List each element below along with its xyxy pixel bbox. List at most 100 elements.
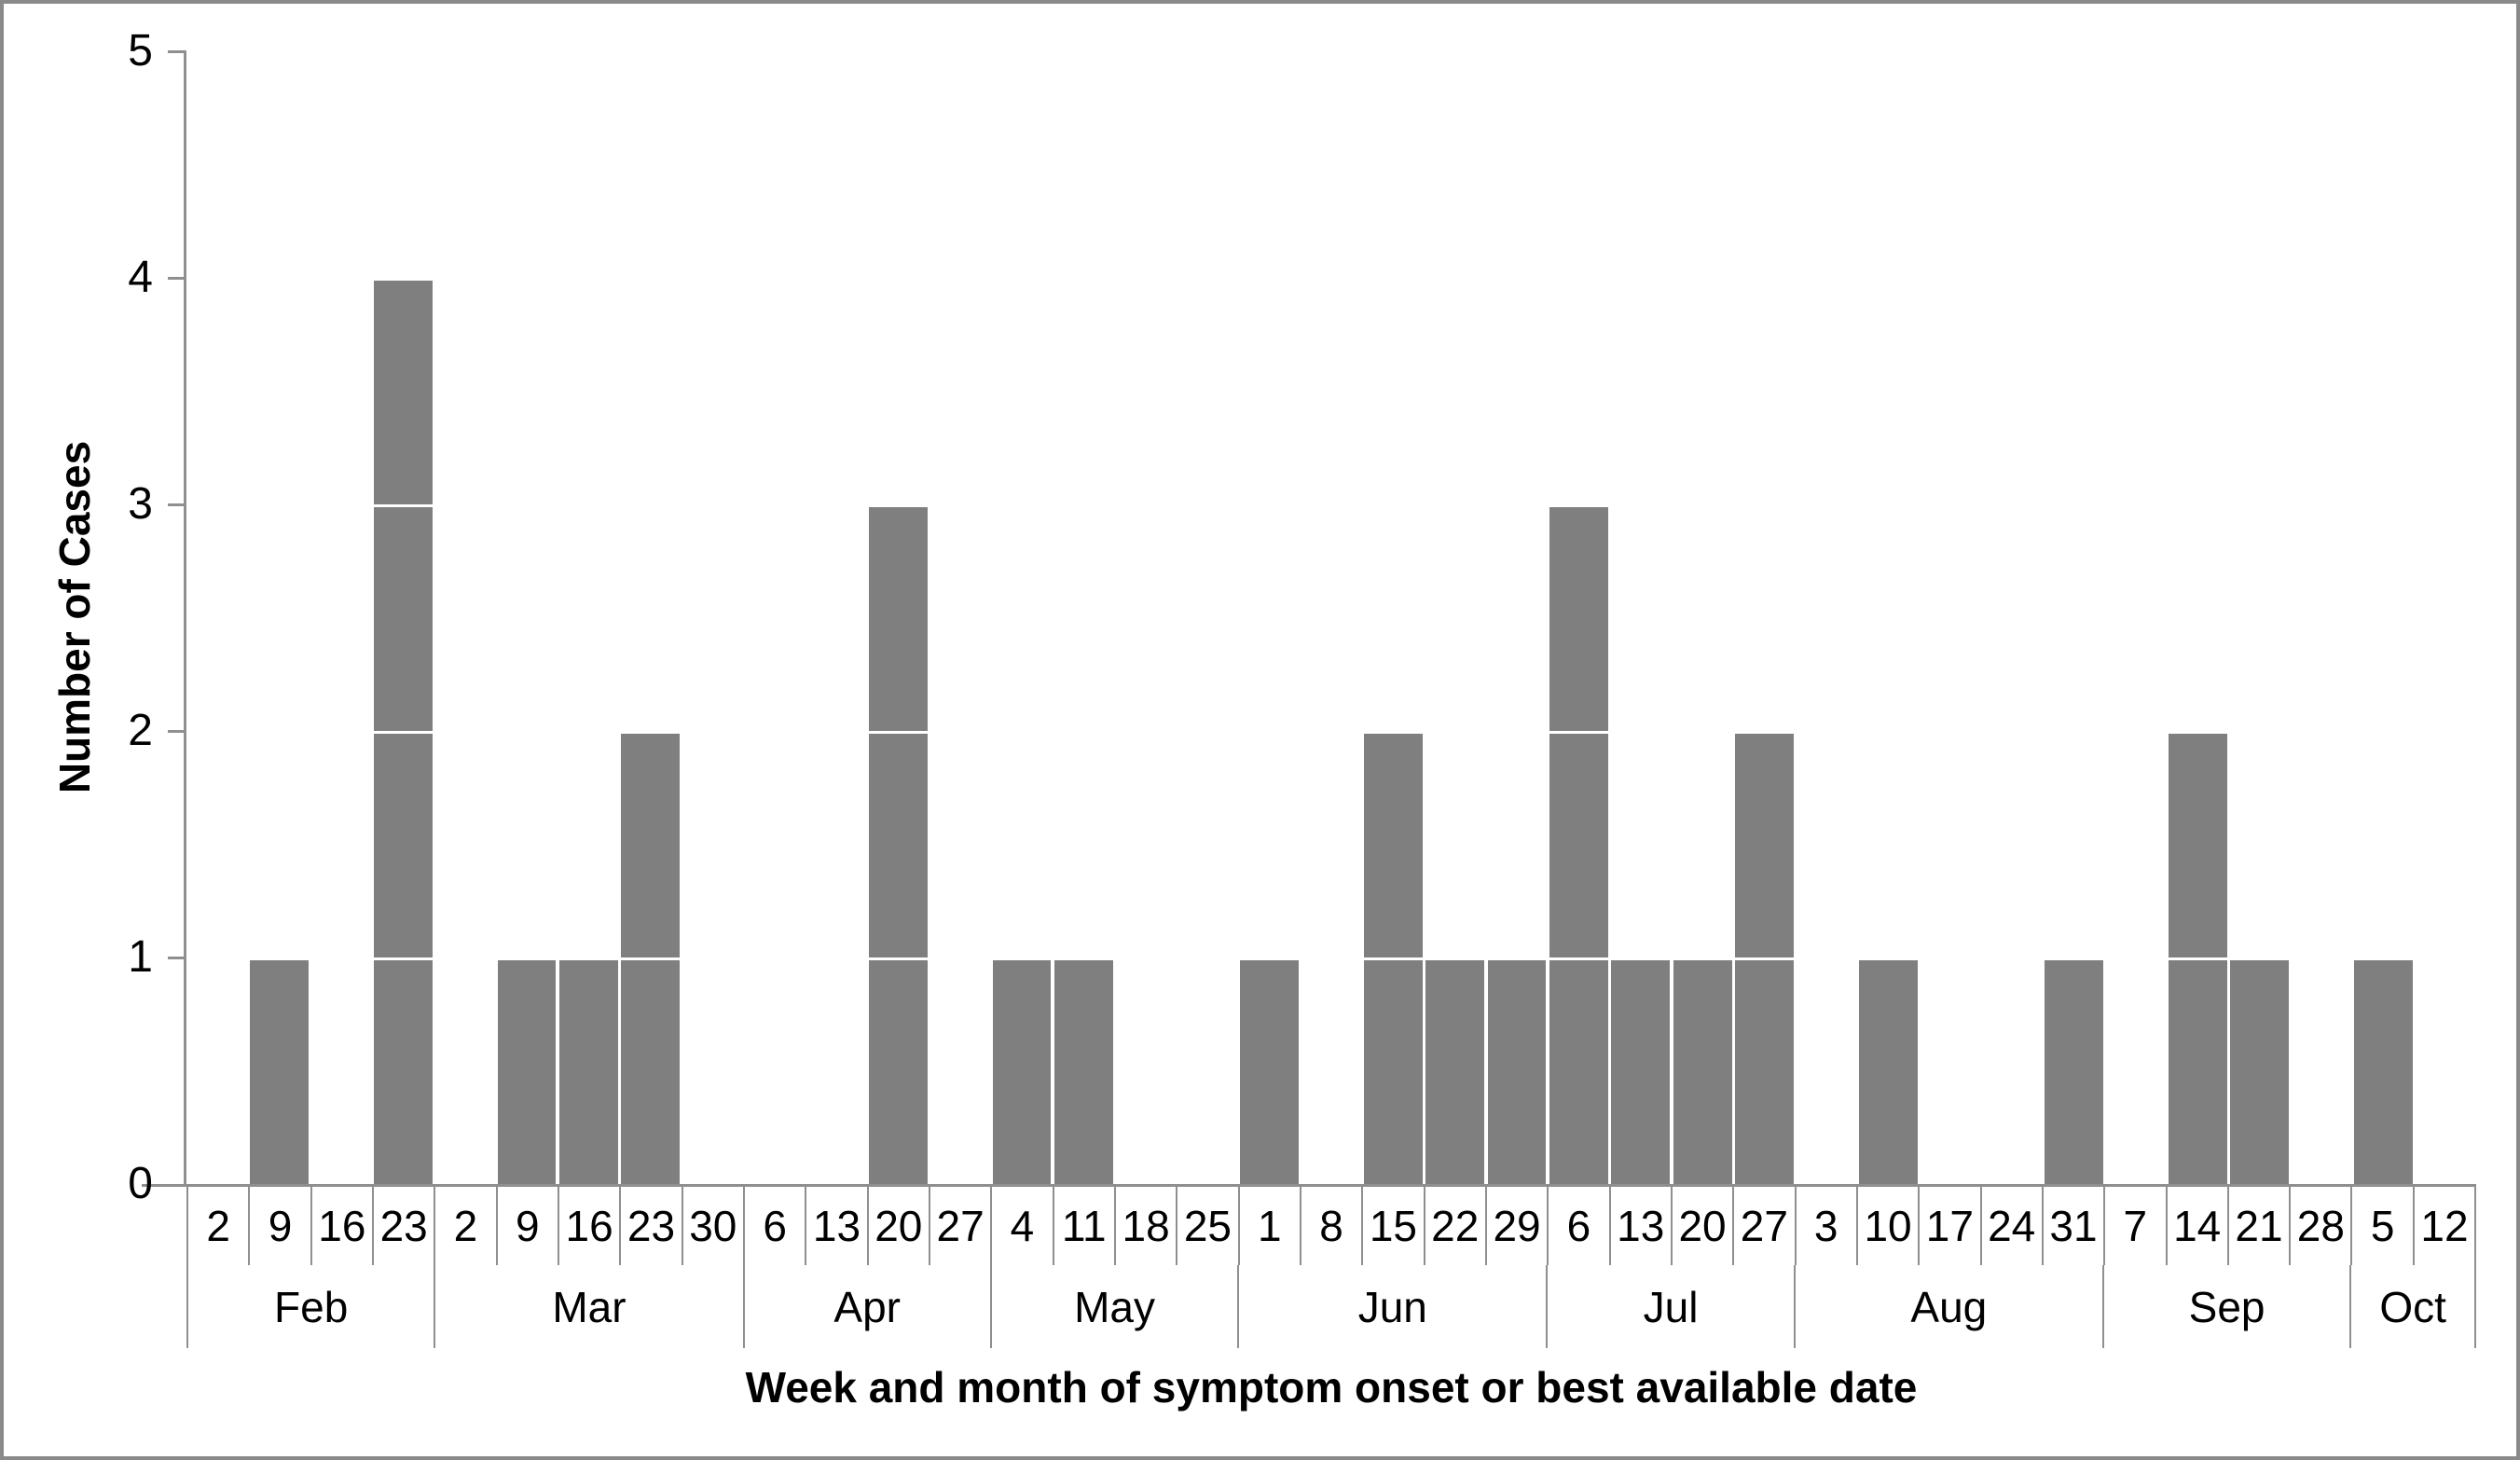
bar bbox=[621, 734, 681, 1184]
week-label: 25 bbox=[1177, 1187, 1240, 1265]
bar-unit bbox=[373, 281, 433, 504]
bar-unit bbox=[1735, 734, 1794, 957]
week-label: 14 bbox=[2168, 1187, 2229, 1265]
week-label: 2 bbox=[435, 1187, 498, 1265]
week-label: 13 bbox=[1611, 1187, 1673, 1265]
plot-area bbox=[186, 50, 2476, 1184]
bar bbox=[1673, 960, 1732, 1184]
week-label: 21 bbox=[2229, 1187, 2292, 1265]
week-label: 4 bbox=[992, 1187, 1054, 1265]
bar-unit bbox=[621, 960, 681, 1184]
bar-unit bbox=[2230, 960, 2289, 1184]
week-column bbox=[1981, 50, 2043, 1184]
bar-unit bbox=[1549, 960, 1608, 1184]
y-tick bbox=[168, 730, 185, 733]
bar-unit bbox=[2353, 960, 2413, 1184]
week-column bbox=[620, 50, 682, 1184]
week-column bbox=[1796, 50, 1857, 1184]
bar bbox=[2045, 960, 2103, 1184]
bar-unit bbox=[1054, 960, 1113, 1184]
bar-unit bbox=[1363, 734, 1423, 957]
week-column bbox=[248, 50, 310, 1184]
week-column bbox=[930, 50, 991, 1184]
bar-unit bbox=[2168, 734, 2227, 957]
week-column bbox=[2352, 50, 2414, 1184]
y-tick-label: 2 bbox=[128, 706, 153, 755]
bar bbox=[250, 960, 309, 1184]
week-column bbox=[372, 50, 434, 1184]
week-label: 3 bbox=[1797, 1187, 1858, 1265]
bar-unit bbox=[2045, 960, 2103, 1184]
week-label: 28 bbox=[2291, 1187, 2353, 1265]
bar bbox=[1549, 507, 1608, 1184]
week-column bbox=[1610, 50, 1672, 1184]
week-label: 2 bbox=[186, 1187, 251, 1265]
week-label: 12 bbox=[2415, 1187, 2477, 1265]
bar bbox=[1735, 734, 1794, 1184]
week-label: 7 bbox=[2105, 1187, 2168, 1265]
week-column bbox=[1733, 50, 1795, 1184]
week-label: 6 bbox=[1549, 1187, 1611, 1265]
week-label: 6 bbox=[745, 1187, 807, 1265]
bar bbox=[2353, 960, 2413, 1184]
y-tick bbox=[168, 50, 185, 53]
y-axis-line bbox=[184, 50, 186, 1187]
month-label: Jun bbox=[1239, 1265, 1549, 1348]
week-label: 17 bbox=[1920, 1187, 1982, 1265]
month-label: Feb bbox=[186, 1265, 436, 1348]
week-column bbox=[186, 50, 248, 1184]
week-label: 9 bbox=[498, 1187, 559, 1265]
bar-unit bbox=[559, 960, 618, 1184]
bar-unit bbox=[1858, 960, 1918, 1184]
week-label: 20 bbox=[869, 1187, 930, 1265]
week-label: 23 bbox=[621, 1187, 683, 1265]
bar bbox=[559, 960, 618, 1184]
y-tick bbox=[168, 503, 185, 506]
y-tick-label: 3 bbox=[128, 479, 153, 529]
bar-unit bbox=[1425, 960, 1485, 1184]
week-column bbox=[1238, 50, 1300, 1184]
bar bbox=[868, 507, 928, 1184]
week-label: 27 bbox=[1734, 1187, 1797, 1265]
month-label: Mar bbox=[435, 1265, 745, 1348]
bar bbox=[373, 281, 433, 1184]
bar-unit bbox=[497, 960, 557, 1184]
week-label: 22 bbox=[1425, 1187, 1487, 1265]
week-label: 23 bbox=[374, 1187, 436, 1265]
week-label: 20 bbox=[1673, 1187, 1735, 1265]
bar bbox=[497, 960, 557, 1184]
week-column bbox=[806, 50, 867, 1184]
week-column bbox=[2291, 50, 2352, 1184]
week-column bbox=[682, 50, 743, 1184]
y-tick bbox=[168, 957, 185, 959]
week-label: 15 bbox=[1363, 1187, 1425, 1265]
bar-unit bbox=[2168, 960, 2227, 1184]
month-label: Jul bbox=[1548, 1265, 1796, 1348]
bar bbox=[1425, 960, 1485, 1184]
bar-unit bbox=[1363, 960, 1423, 1184]
bar-unit bbox=[373, 507, 433, 731]
week-column bbox=[1115, 50, 1177, 1184]
y-tick-label: 1 bbox=[128, 932, 153, 982]
x-axis-line bbox=[142, 1184, 2476, 1187]
week-column bbox=[2105, 50, 2167, 1184]
week-column bbox=[1177, 50, 1238, 1184]
bar-unit bbox=[1549, 507, 1608, 731]
week-column bbox=[434, 50, 496, 1184]
bar-unit bbox=[1240, 960, 1299, 1184]
month-label: Sep bbox=[2104, 1265, 2352, 1348]
y-tick-label: 4 bbox=[128, 253, 153, 302]
week-column bbox=[2043, 50, 2104, 1184]
bar-unit bbox=[1611, 960, 1671, 1184]
week-column bbox=[1920, 50, 1981, 1184]
bar bbox=[1611, 960, 1671, 1184]
bar-unit bbox=[250, 960, 309, 1184]
y-tick-label: 5 bbox=[128, 26, 153, 76]
week-column bbox=[1857, 50, 1919, 1184]
week-column bbox=[743, 50, 805, 1184]
week-column bbox=[2167, 50, 2228, 1184]
week-column bbox=[496, 50, 558, 1184]
bar bbox=[992, 960, 1052, 1184]
week-label: 31 bbox=[2044, 1187, 2106, 1265]
